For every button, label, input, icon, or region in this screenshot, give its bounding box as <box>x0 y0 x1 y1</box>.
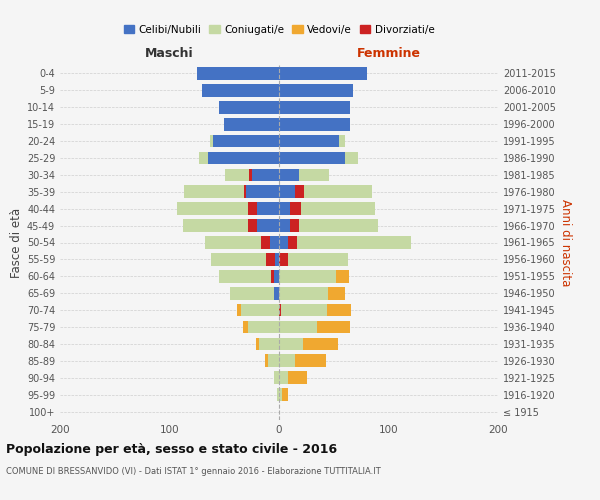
Bar <box>182 220 248 232</box>
Bar <box>262 236 270 249</box>
Y-axis label: Fasce di età: Fasce di età <box>10 208 23 278</box>
Bar <box>295 354 326 367</box>
Bar <box>288 236 296 249</box>
Text: Popolazione per età, sesso e stato civile - 2016: Popolazione per età, sesso e stato civil… <box>6 442 337 456</box>
Bar <box>279 202 290 215</box>
Bar <box>279 270 336 282</box>
Bar <box>246 186 279 198</box>
Bar <box>279 168 299 181</box>
Bar <box>277 388 279 401</box>
Bar <box>279 152 344 164</box>
Bar <box>304 186 372 198</box>
Bar <box>250 168 251 181</box>
Bar <box>248 202 257 215</box>
Bar <box>279 320 317 334</box>
Bar <box>208 152 279 164</box>
Bar <box>288 253 348 266</box>
Bar <box>241 304 279 316</box>
Bar <box>219 101 279 114</box>
Bar <box>299 220 377 232</box>
Bar <box>205 236 262 249</box>
Bar <box>265 354 268 367</box>
Bar <box>266 253 275 266</box>
Bar <box>275 253 279 266</box>
Bar <box>214 134 279 147</box>
Bar <box>290 220 299 232</box>
Bar <box>279 101 350 114</box>
Bar <box>279 372 288 384</box>
Bar <box>328 287 344 300</box>
Bar <box>279 186 295 198</box>
Bar <box>211 253 266 266</box>
Bar <box>238 304 241 316</box>
Y-axis label: Anni di nascita: Anni di nascita <box>559 199 572 286</box>
Bar <box>279 354 295 367</box>
Bar <box>299 168 329 181</box>
Bar <box>199 152 208 164</box>
Bar <box>271 270 274 282</box>
Bar <box>226 168 250 181</box>
Bar <box>317 320 350 334</box>
Bar <box>177 202 248 215</box>
Bar <box>327 304 351 316</box>
Bar <box>279 67 367 80</box>
Bar <box>344 152 358 164</box>
Bar <box>248 320 279 334</box>
Bar <box>339 134 345 147</box>
Bar <box>257 202 279 215</box>
Bar <box>279 134 339 147</box>
Bar <box>296 236 412 249</box>
Bar <box>257 220 279 232</box>
Bar <box>274 287 279 300</box>
Bar <box>259 338 279 350</box>
Bar <box>279 84 353 96</box>
Bar <box>202 84 279 96</box>
Bar <box>279 338 303 350</box>
Text: COMUNE DI BRESSANVIDO (VI) - Dati ISTAT 1° gennaio 2016 - Elaborazione TUTTITALI: COMUNE DI BRESSANVIDO (VI) - Dati ISTAT … <box>6 468 381 476</box>
Bar <box>336 270 349 282</box>
Legend: Celibi/Nubili, Coniugati/e, Vedovi/e, Divorziati/e: Celibi/Nubili, Coniugati/e, Vedovi/e, Di… <box>119 20 439 39</box>
Bar <box>279 220 290 232</box>
Bar <box>197 67 279 80</box>
Bar <box>279 304 281 316</box>
Bar <box>301 202 376 215</box>
Bar <box>279 253 288 266</box>
Bar <box>184 186 244 198</box>
Bar <box>224 118 279 130</box>
Bar <box>295 186 304 198</box>
Text: Femmine: Femmine <box>356 47 421 60</box>
Bar <box>279 236 288 249</box>
Bar <box>290 202 301 215</box>
Bar <box>279 287 328 300</box>
Bar <box>268 354 279 367</box>
Bar <box>219 270 271 282</box>
Bar <box>270 236 279 249</box>
Text: Maschi: Maschi <box>145 47 194 60</box>
Bar <box>243 320 248 334</box>
Bar <box>303 338 338 350</box>
Bar <box>274 372 279 384</box>
Bar <box>282 388 288 401</box>
Bar <box>251 168 279 181</box>
Bar <box>210 134 214 147</box>
Bar <box>244 186 246 198</box>
Bar <box>248 220 257 232</box>
Bar <box>279 388 282 401</box>
Bar <box>281 304 327 316</box>
Bar <box>230 287 274 300</box>
Bar <box>288 372 307 384</box>
Bar <box>256 338 259 350</box>
Bar <box>279 118 350 130</box>
Bar <box>274 270 279 282</box>
